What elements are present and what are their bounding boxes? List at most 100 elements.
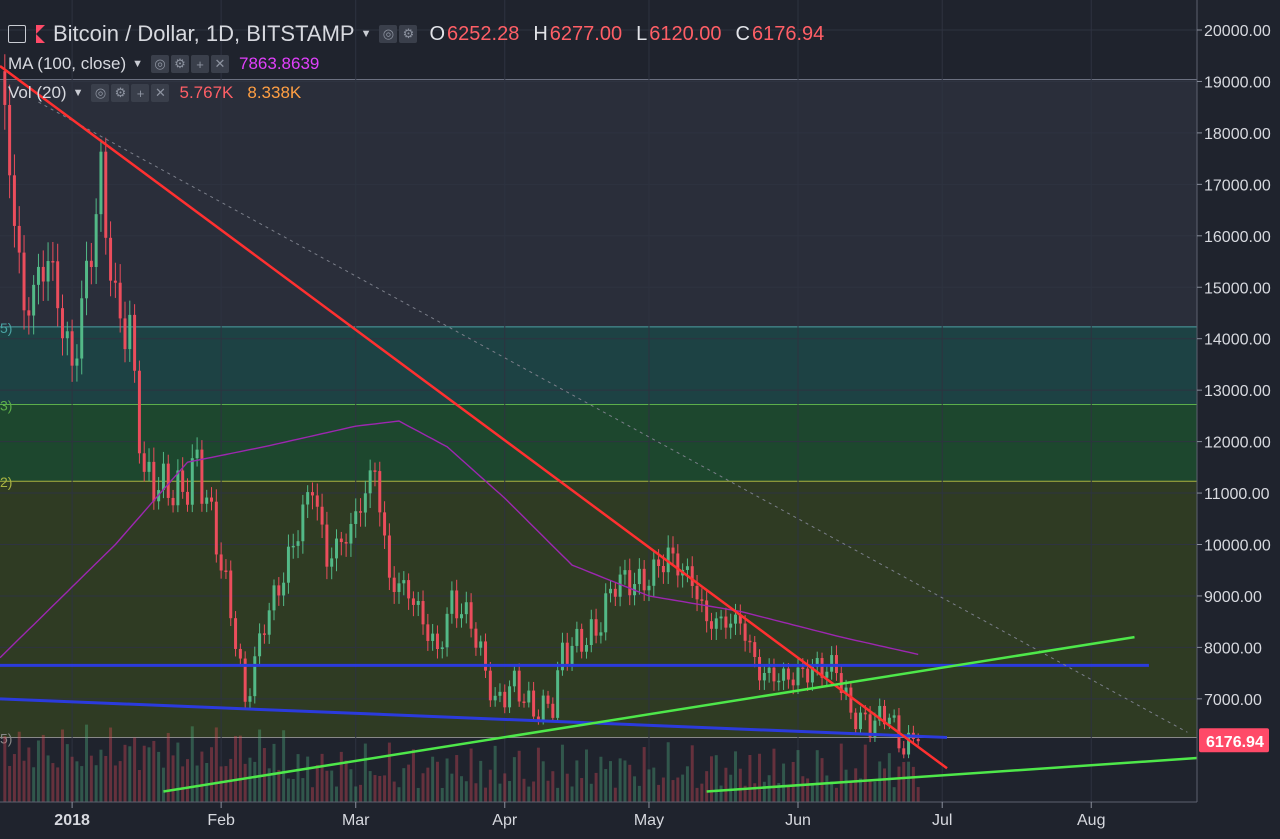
- candle-body: [56, 261, 60, 309]
- volume-bar: [176, 742, 180, 802]
- close-icon[interactable]: ✕: [211, 55, 229, 73]
- candle-body: [657, 559, 661, 566]
- volume-bar: [758, 753, 762, 802]
- volume-bar: [234, 736, 238, 802]
- volume-bar: [772, 748, 776, 802]
- candle-body: [854, 712, 858, 730]
- eye-icon[interactable]: ◎: [91, 84, 110, 102]
- candle-body: [719, 616, 723, 619]
- collapse-icon[interactable]: [8, 25, 26, 43]
- gear-icon[interactable]: ⚙: [111, 84, 130, 102]
- candle-body: [551, 703, 555, 718]
- volume-bar: [580, 778, 584, 802]
- candle-body: [546, 695, 550, 704]
- price-axis-label: 9000.00: [1204, 589, 1262, 606]
- ma-label[interactable]: MA (100, close): [8, 54, 127, 73]
- volume-bar: [373, 775, 377, 802]
- candle-body: [51, 261, 55, 263]
- volume-bar: [181, 766, 185, 802]
- volume-bar: [806, 778, 810, 802]
- candle-body: [407, 580, 411, 599]
- volume-bar: [762, 781, 766, 802]
- time-axis-background: [0, 802, 1280, 834]
- add-icon[interactable]: +: [191, 55, 209, 73]
- time-axis-label: Aug: [1077, 812, 1105, 829]
- ma-caret-icon[interactable]: ▼: [132, 58, 143, 70]
- volume-bar: [522, 778, 526, 802]
- volume-bar: [791, 761, 795, 802]
- candle-body: [460, 614, 463, 619]
- vol-caret-icon[interactable]: ▼: [72, 87, 84, 99]
- candle-body: [628, 570, 632, 596]
- candle-body: [349, 523, 353, 544]
- volume-bar: [484, 787, 488, 802]
- candle-body: [166, 463, 170, 498]
- eye-icon[interactable]: ◎: [151, 55, 169, 73]
- volume-bar: [883, 768, 887, 802]
- volume-bar: [685, 766, 689, 802]
- last-price-label: 6176.94: [1206, 734, 1264, 751]
- candle-body: [248, 696, 252, 702]
- volume-bar: [517, 750, 521, 802]
- candle-body: [219, 554, 223, 571]
- volume-bar: [695, 787, 699, 802]
- volume-bar: [310, 787, 314, 802]
- gear-icon[interactable]: ⚙: [171, 55, 189, 73]
- price-axis-label: 10000.00: [1204, 538, 1271, 555]
- volume-bar: [89, 755, 93, 802]
- close-icon[interactable]: ✕: [151, 84, 170, 102]
- volume-bar: [286, 778, 290, 802]
- volume-bar: [445, 758, 449, 802]
- candle-body: [767, 667, 771, 673]
- candle-body: [238, 648, 242, 659]
- volume-bar: [224, 766, 228, 802]
- candle-body: [387, 535, 391, 578]
- candle-body: [373, 470, 377, 472]
- volume-bar: [392, 781, 396, 802]
- volume-bar: [378, 775, 382, 802]
- volume-bar: [402, 768, 406, 802]
- dashed-trend-line: [38, 101, 1188, 733]
- candle-body: [210, 497, 214, 502]
- add-icon[interactable]: +: [131, 84, 150, 102]
- gear-icon[interactable]: ⚙: [399, 25, 418, 43]
- volume-bar: [166, 732, 170, 802]
- candle-body: [80, 298, 84, 359]
- candle-body: [181, 470, 185, 492]
- candle-body: [527, 690, 531, 703]
- vol-label[interactable]: Vol (20): [8, 83, 67, 102]
- eye-icon[interactable]: ◎: [379, 25, 398, 43]
- candle-body: [532, 690, 536, 717]
- volume-bar: [450, 773, 454, 802]
- time-axis-label: Feb: [207, 812, 235, 829]
- candle-body: [575, 628, 579, 646]
- volume-bar: [85, 724, 89, 802]
- volume-bar: [75, 761, 79, 802]
- candle-body: [445, 613, 449, 648]
- candle-body: [503, 691, 507, 708]
- volume-bar: [642, 747, 646, 802]
- candle-body: [498, 691, 502, 696]
- candle-body: [729, 623, 733, 628]
- candle-body: [685, 566, 689, 570]
- volume-bar: [464, 781, 468, 802]
- volume-bar: [911, 766, 915, 802]
- candle-body: [613, 588, 617, 597]
- volume-bar: [897, 766, 901, 802]
- volume-bar: [171, 755, 175, 802]
- volume-bar: [22, 760, 26, 802]
- candle-body: [190, 458, 194, 505]
- candle-body: [70, 331, 74, 366]
- volume-bar: [46, 755, 50, 802]
- symbol-caret-icon[interactable]: ▼: [360, 28, 372, 40]
- candle-body: [128, 314, 132, 350]
- volume-bar: [421, 773, 425, 802]
- candle-body: [474, 628, 478, 648]
- candle-body: [907, 732, 911, 755]
- volume-bar: [315, 765, 319, 802]
- time-axis-label: Jul: [932, 812, 952, 829]
- volume-bar: [157, 751, 161, 802]
- volume-bar: [618, 758, 622, 802]
- symbol-title[interactable]: Bitcoin / Dollar, 1D, BITSTAMP: [53, 21, 355, 46]
